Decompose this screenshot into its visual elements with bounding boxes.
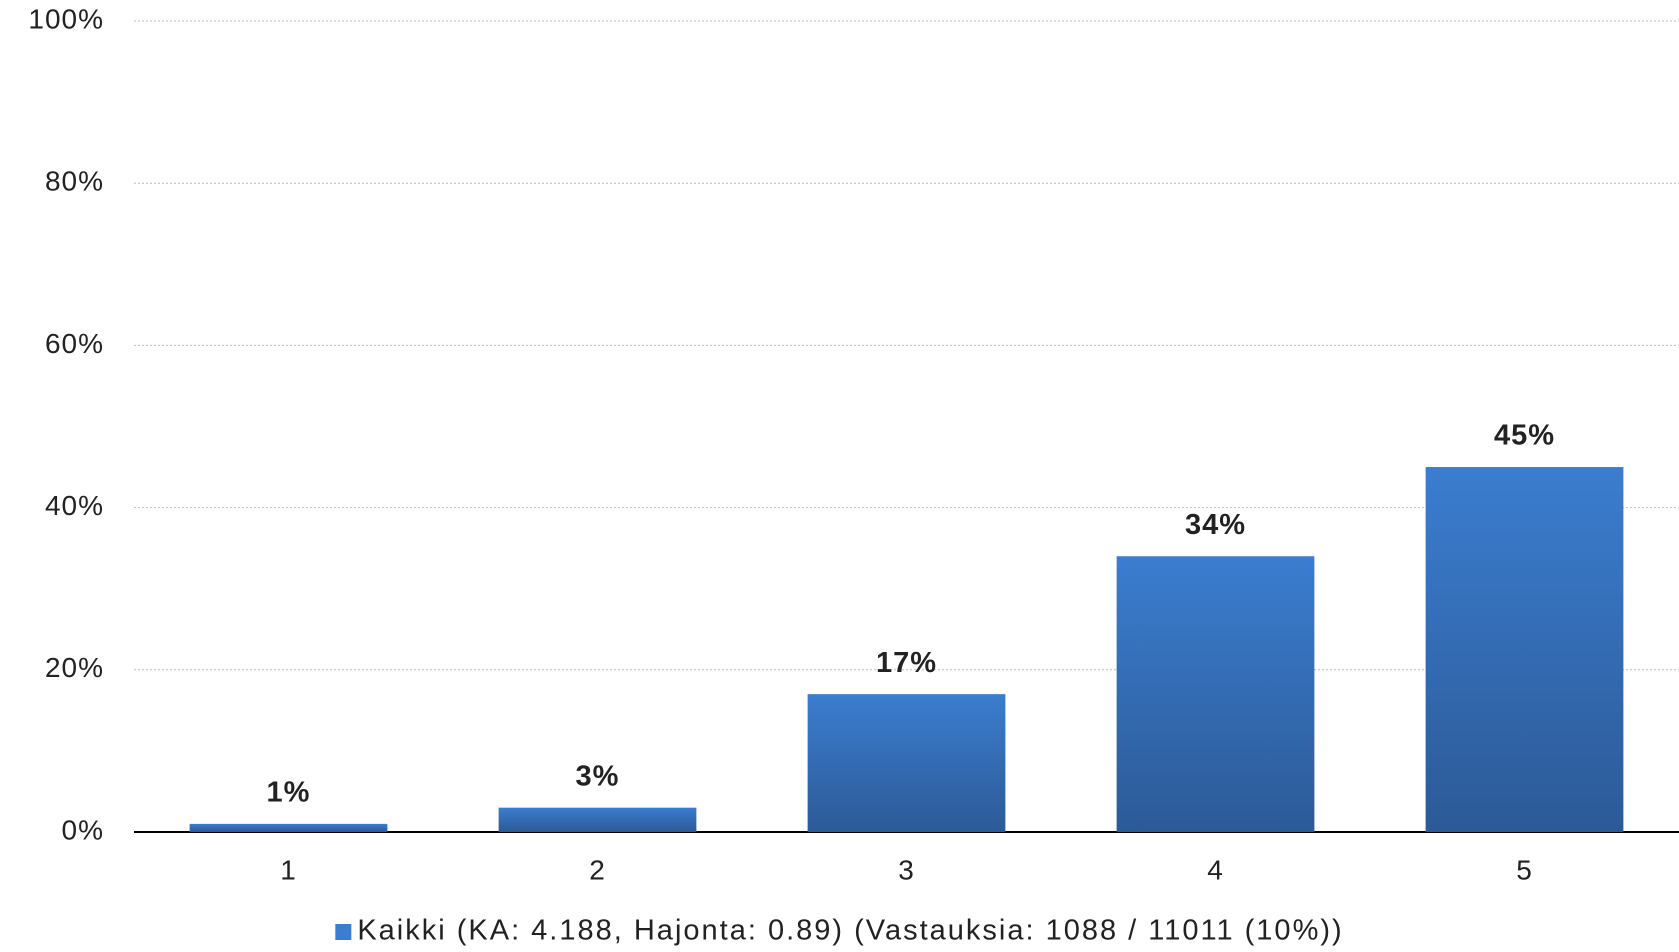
y-tick-label: 0% — [62, 814, 104, 845]
y-tick-label: 20% — [45, 652, 104, 683]
y-tick-label: 40% — [45, 490, 104, 521]
bar — [1116, 556, 1315, 832]
value-label: 17% — [876, 647, 937, 679]
x-tick-label: 4 — [1207, 854, 1224, 885]
y-tick-label: 100% — [28, 3, 104, 34]
bar — [807, 694, 1006, 832]
y-tick-label: 60% — [45, 328, 104, 359]
value-label: 1% — [267, 777, 311, 809]
bar — [1425, 467, 1624, 832]
legend-swatch — [335, 924, 352, 940]
value-label: 3% — [576, 760, 620, 792]
x-tick-label: 2 — [589, 854, 606, 885]
x-tick-label: 1 — [280, 854, 297, 885]
y-tick-label: 80% — [45, 166, 104, 197]
bar — [498, 807, 697, 832]
x-tick-label: 5 — [1516, 854, 1533, 885]
bar — [189, 823, 388, 832]
x-tick-label: 3 — [898, 854, 915, 885]
value-label: 34% — [1185, 509, 1246, 541]
value-label: 45% — [1494, 420, 1555, 452]
legend-label: Kaikki (KA: 4.188, Hajonta: 0.89) (Vasta… — [357, 915, 1343, 947]
